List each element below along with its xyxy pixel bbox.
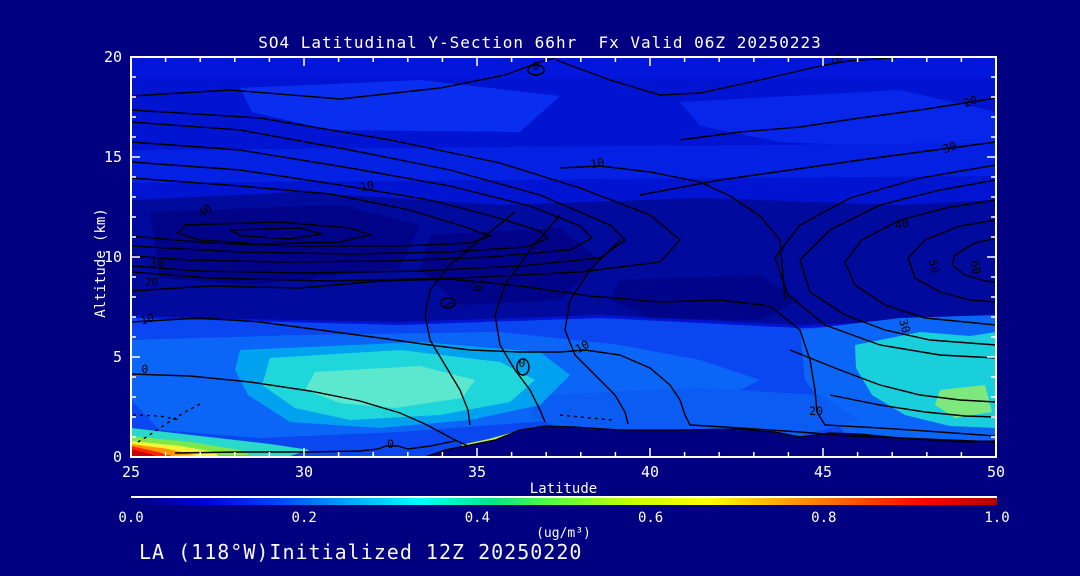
contour-label: 40 (195, 201, 214, 220)
x-tick-label: 50 (987, 463, 1005, 481)
x-axis-label: Latitude (529, 481, 598, 497)
x-tick-label: 25 (122, 463, 140, 481)
contour-label: 30 (941, 138, 959, 156)
contour-label: 10 (827, 51, 844, 68)
y-tick-label: 10 (104, 248, 122, 266)
contour-label: 50 (926, 258, 942, 274)
filled-contour-field (131, 57, 996, 457)
colorbar-tick-label: 1.0 (984, 510, 1010, 526)
colorbar-unit-label: (ug/m³) (536, 526, 591, 541)
contour-label: 0 (519, 356, 526, 370)
contour-label: 60 (968, 259, 984, 275)
x-tick-label: 45 (814, 463, 832, 481)
colorbar-tick-label: 0.6 (637, 510, 664, 526)
terrain-mask (425, 426, 996, 457)
contour-label: 10 (589, 155, 605, 171)
chart-title: SO4 Latitudinal Y-Section 66hr Fx Valid … (258, 33, 822, 52)
axis-ticks (130, 56, 997, 458)
contour-label: 30 (896, 317, 913, 334)
contour-label: 10 (573, 337, 592, 356)
colorbar-top-rule (131, 496, 997, 498)
contour-label: 20 (809, 404, 823, 418)
colorbar-tick-label: 0.4 (464, 510, 491, 526)
colorbar (131, 498, 997, 505)
y-tick-label: 15 (104, 148, 122, 166)
contour-value-labels: 10 0 20 30 10 10 40 30 20 10 0 40 50 60 30 20 0 0 10 0 10 (139, 51, 984, 451)
colorbar-tick-label: 0.0 (118, 510, 144, 526)
y-tick-label: 20 (104, 48, 122, 66)
contour-label: 40 (894, 216, 910, 232)
contour-label: 0 (141, 362, 148, 376)
contour-label: 0 (387, 437, 394, 451)
y-axis-label: Altitude (km) (93, 208, 109, 318)
y-tick-label: 0 (113, 448, 122, 466)
run-info-label: LA (118°W)Initialized 12Z 20250220 (139, 540, 583, 564)
contour-label: 20 (145, 275, 159, 289)
x-tick-label: 40 (641, 463, 659, 481)
contour-label: 10 (139, 311, 156, 328)
contour-label: 30 (150, 256, 164, 270)
contour-label: 20 (962, 92, 980, 110)
axis-tick-labels: 25 30 35 40 45 50 0 5 10 15 20 (104, 48, 1005, 481)
x-tick-label: 35 (468, 463, 486, 481)
colorbar-tick-label: 0.2 (291, 510, 317, 526)
y-tick-label: 5 (113, 348, 122, 366)
contour-lines (131, 57, 996, 457)
contour-label: 0 (442, 300, 458, 311)
colorbar-tick-label: 0.8 (811, 510, 837, 526)
contour-label: 10 (359, 178, 376, 195)
contour-label: 0 (532, 59, 539, 73)
contour-label: 10 (470, 277, 485, 292)
x-tick-label: 30 (295, 463, 313, 481)
